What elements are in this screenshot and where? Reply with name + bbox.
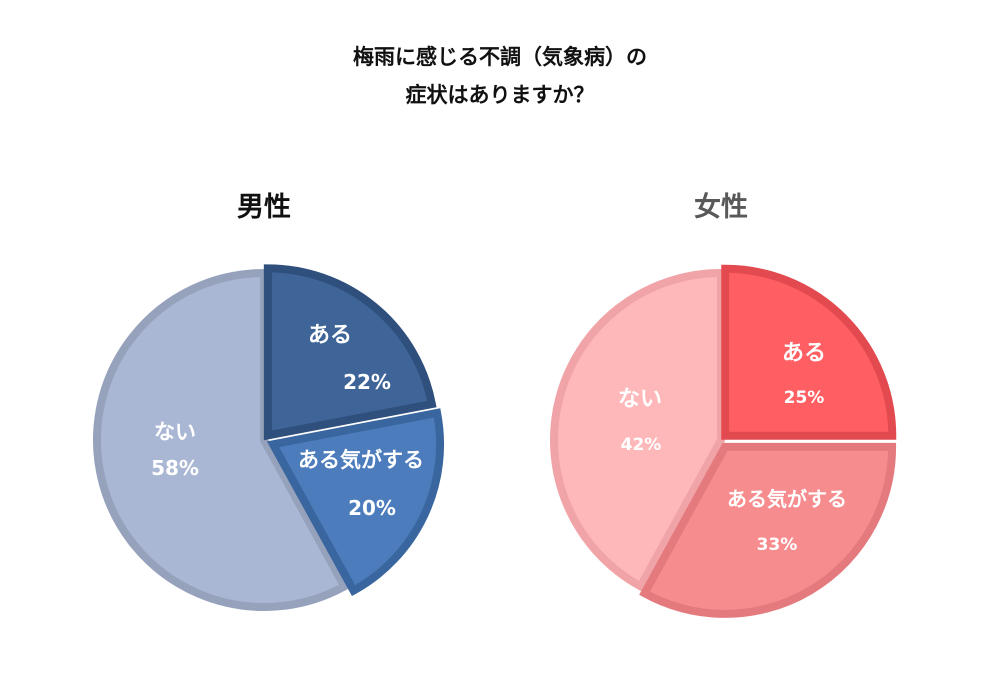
female-slice-value-2: 42% <box>621 435 662 455</box>
female-slice-label-0: ある <box>782 341 826 366</box>
female-slice-1 <box>639 442 897 618</box>
male-chart-title: 男性 <box>237 192 291 223</box>
male-slice-value-1: 20% <box>348 496 396 520</box>
male-slice-1 <box>266 408 445 597</box>
title-line-1: 梅雨に感じる不調（気象病）の <box>353 45 647 69</box>
male-slice-label-1: ある気がする <box>298 448 424 472</box>
female-slice-label-2: ない <box>618 387 662 412</box>
female-slice-value-0: 25% <box>784 388 825 408</box>
male-slice-value-2: 58% <box>151 456 199 480</box>
title-line-2: 症状はありますか？ <box>405 83 595 107</box>
female-slice-value-1: 33% <box>757 535 798 555</box>
male-slice-value-0: 22% <box>343 370 391 394</box>
male-slice-label-2: ない <box>154 420 196 444</box>
female-slice-0 <box>721 264 897 440</box>
female-slice-2 <box>550 268 725 592</box>
female-chart-title: 女性 <box>694 192 748 223</box>
male-slice-0 <box>263 264 437 441</box>
chart-main-title: 梅雨に感じる不調（気象病）の 症状はありますか？ <box>0 38 1000 114</box>
male-slice-label-0: ある <box>308 323 352 348</box>
female-slice-label-1: ある気がする <box>727 487 847 511</box>
male-slice-2 <box>93 268 350 611</box>
